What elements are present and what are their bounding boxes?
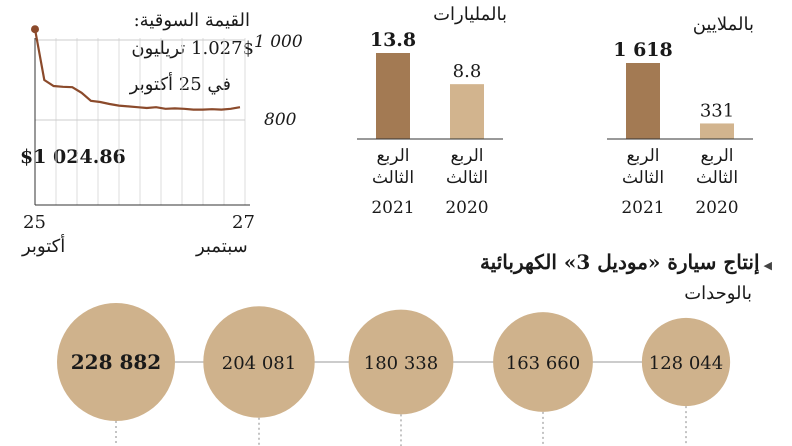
x-end-day: 27 <box>232 212 255 233</box>
production-bubble <box>641 317 731 407</box>
market-value-series-line <box>33 29 241 111</box>
production-bubble <box>57 303 175 421</box>
production-bubble <box>348 309 454 415</box>
production-value-label: 204 081 <box>222 353 296 374</box>
production-value-label: 128 044 <box>649 353 723 374</box>
revenue-category-line2: الثالث <box>446 168 488 188</box>
revenue-value-label: 8.8 <box>453 61 482 82</box>
profit-category-year: 2021 <box>621 198 664 218</box>
profit-value-label: 1 618 <box>613 39 673 61</box>
y-tick-800: 800 <box>264 110 297 130</box>
production-unit-label: بالوحدات <box>684 283 752 304</box>
revenue-value-label: 13.8 <box>370 29 416 51</box>
profit-unit-label: بالملايين <box>692 14 754 35</box>
revenue-unit-label: بالمليارات <box>433 4 507 25</box>
y-tick-1000: 1 000 <box>254 32 303 52</box>
production-value-label: 228 882 <box>71 350 161 374</box>
market-value-title: القيمة السوقية: <box>133 10 250 31</box>
production-title-row: ◀إنتاج سيارة «موديل 3» الكهربائية <box>480 250 772 274</box>
x-start-month: أكتوبر <box>22 236 66 257</box>
last-value-label: $1 024.86 <box>20 146 126 168</box>
profit-category-year: 2020 <box>695 198 738 218</box>
production-value-label: 163 660 <box>506 353 580 374</box>
profit-category-line1: الربع <box>700 146 733 166</box>
revenue-category-line1: الربع <box>450 146 483 166</box>
production-title: إنتاج سيارة «موديل 3» الكهربائية <box>479 250 760 274</box>
revenue-category-line2: الثالث <box>372 168 414 188</box>
revenue-category-line1: الربع <box>376 146 409 166</box>
revenue-category-year: 2021 <box>371 198 414 218</box>
triangle-marker-icon: ◀ <box>763 259 772 272</box>
production-value-label: 180 338 <box>364 353 438 374</box>
production-bubble <box>203 306 315 418</box>
profit-category-line1: الربع <box>626 146 659 166</box>
revenue-bar-2020 <box>450 84 484 139</box>
profit-category-line2: الثالث <box>622 168 664 188</box>
market-value-start-point <box>31 25 39 34</box>
profit-value-label: 331 <box>700 100 734 121</box>
revenue-category-year: 2020 <box>445 198 488 218</box>
revenue-bar-2021 <box>376 53 410 139</box>
production-bubble <box>493 312 593 412</box>
profit-category-line2: الثالث <box>696 168 738 188</box>
x-start-day: 25 <box>23 212 46 233</box>
x-end-month: سبتمبر <box>196 236 248 257</box>
profit-bar-2020 <box>700 123 734 139</box>
profit-bar-2021 <box>626 63 660 139</box>
